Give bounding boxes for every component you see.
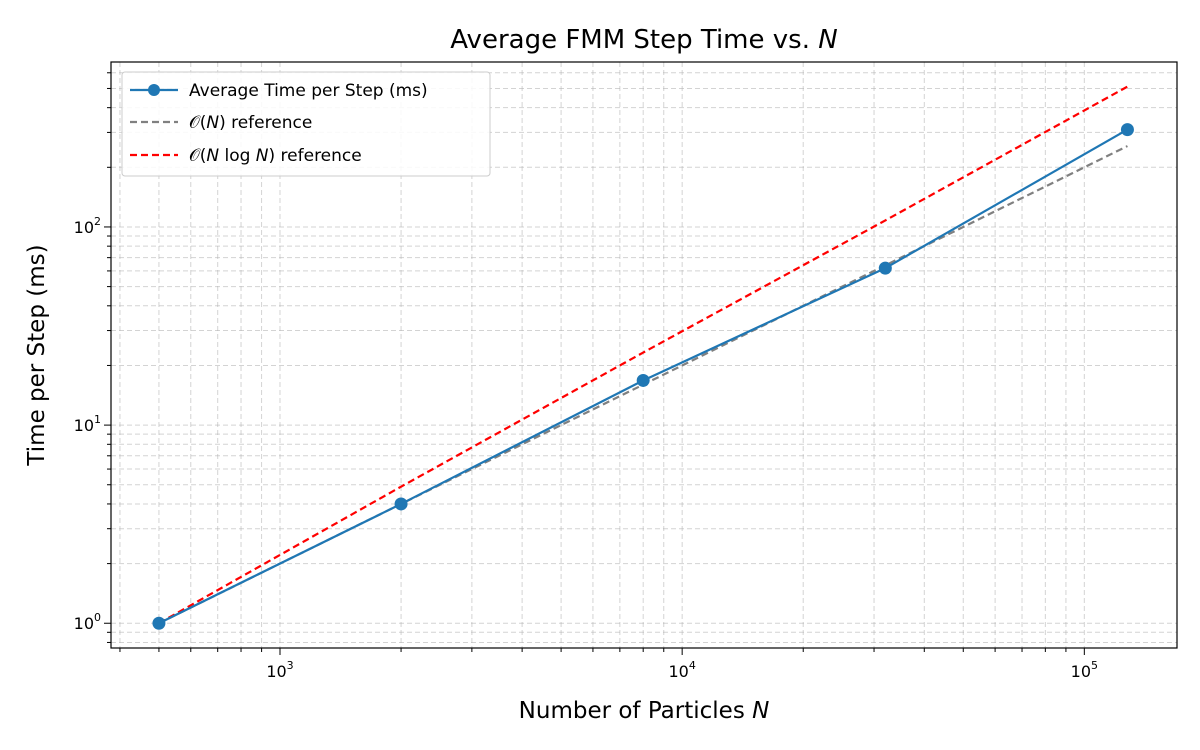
x-tick-label: 105 — [1071, 659, 1098, 681]
legend-box — [121, 71, 491, 177]
y-tick-label: 101 — [74, 413, 101, 435]
legend-entry-o-nlogn: 𝒪(N log N) reference — [130, 146, 362, 166]
legend-label-average-time: Average Time per Step (ms) — [189, 81, 428, 101]
legend-marker-average-time — [148, 84, 160, 96]
series-line-2 — [158, 85, 1128, 625]
data-point — [152, 616, 166, 630]
plot-series — [152, 85, 1134, 630]
legend-entry-o-n: 𝒪(N) reference — [130, 113, 312, 133]
plot-frame — [110, 61, 1178, 649]
data-point — [394, 497, 408, 511]
data-point — [636, 373, 650, 387]
data-point — [878, 261, 892, 275]
legend: Average Time per Step (ms) 𝒪(N) referenc… — [121, 71, 491, 177]
data-point — [1120, 123, 1134, 137]
legend-label-o-n: 𝒪(N) reference — [189, 113, 312, 133]
legend-entry-average-time: Average Time per Step (ms) — [130, 81, 428, 101]
x-tick-label: 103 — [266, 659, 293, 681]
y-axis-label: Time per Step (ms) — [24, 244, 50, 466]
x-axis-label: Number of Particles N — [519, 698, 770, 724]
axis-ticks: 103 104 105 100 101 102 — [74, 72, 1098, 681]
x-tick-label: 104 — [668, 659, 695, 681]
legend-label-o-nlogn: 𝒪(N log N) reference — [189, 146, 362, 166]
chart-title: Average FMM Step Time vs. N — [450, 25, 837, 55]
y-tick-label: 100 — [74, 611, 101, 633]
y-tick-label: 102 — [74, 215, 101, 237]
